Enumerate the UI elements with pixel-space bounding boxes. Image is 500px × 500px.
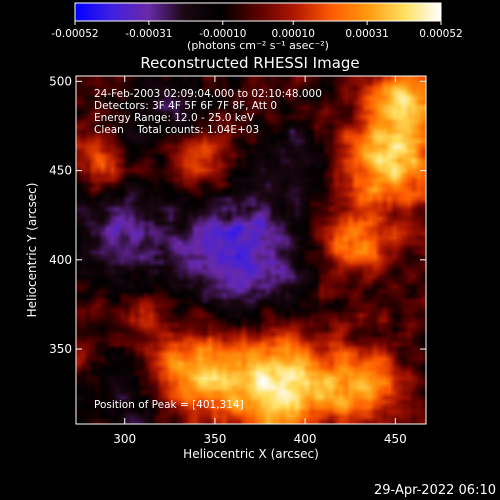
chart-title: Reconstructed RHESSI Image [140, 54, 359, 72]
colorbar-gradient [74, 2, 442, 22]
colorbar: -0.00052 -0.00031 -0.00010 0.00010 0.00031 0.… [51, 2, 463, 52]
info-line-counts: Clean Total counts: 1.04E+03 [94, 124, 259, 136]
x-tick-label: 400 [294, 432, 317, 446]
plot-frame [75, 75, 427, 425]
y-axis-label: Heliocentric Y (arcsec) [25, 183, 39, 318]
info-line-time: 24-Feb-2003 02:09:04.000 to 02:10:48.000 [94, 88, 322, 100]
colorbar-tick-label: 0.00031 [345, 28, 388, 40]
heatmap-image [76, 76, 426, 424]
info-line-energy: Energy Range: 12.0 - 25.0 keV [94, 112, 255, 124]
y-tick-label: 350 [49, 342, 72, 356]
timestamp: 29-Apr-2022 06:10 [374, 483, 496, 498]
x-tick-label: 450 [384, 432, 407, 446]
peak-position-label: Position of Peak = [401,314] [94, 399, 244, 411]
plot-area [75, 75, 427, 425]
info-overlay: 24-Feb-2003 02:09:04.000 to 02:10:48.000… [94, 88, 322, 411]
y-tick-label: 400 [49, 253, 72, 267]
colorbar-ticks: -0.00052 -0.00031 -0.00010 0.00010 0.00031 0.… [51, 21, 463, 40]
x-axis-label: Heliocentric X (arcsec) [183, 447, 319, 461]
colorbar-tick-label: 0.00010 [271, 28, 314, 40]
colorbar-tick-label: 0.00052 [419, 28, 462, 40]
colorbar-tick-label: -0.00052 [51, 28, 98, 40]
x-tick-label: 300 [113, 432, 136, 446]
y-tick-label: 500 [49, 74, 72, 88]
info-line-detectors: Detectors: 3F 4F 5F 6F 7F 8F, Att 0 [94, 100, 277, 112]
y-tick-label: 450 [49, 164, 72, 178]
y-axis-ticks: 350 400 450 500 [49, 74, 426, 356]
colorbar-tick-label: -0.00031 [125, 28, 172, 40]
colorbar-unit-label: (photons cm⁻² s⁻¹ asec⁻²) [187, 39, 329, 52]
colorbar-tick-label: -0.00010 [199, 28, 246, 40]
x-tick-label: 350 [203, 432, 226, 446]
x-axis-ticks: 300 350 400 450 [113, 76, 407, 446]
